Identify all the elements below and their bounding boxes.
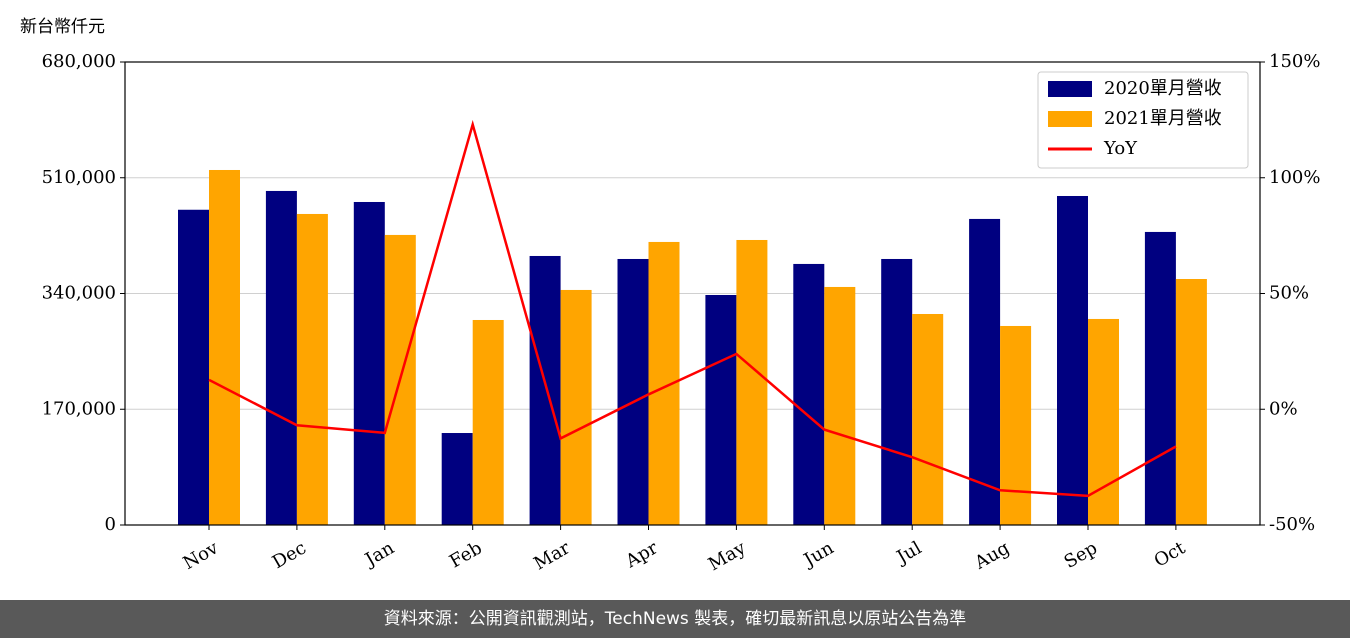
x-tick-label: May (705, 537, 750, 575)
x-tick-label: Apr (621, 537, 661, 572)
bar (353, 201, 385, 525)
legend-label: 2021單月營收 (1104, 108, 1222, 129)
bar (969, 218, 1001, 525)
bar (296, 213, 328, 525)
bar (178, 209, 209, 525)
footer: 資料來源：公開資訊觀測站，TechNews 製表，確切最新訊息以原站公告為準 (0, 600, 1350, 638)
x-tick-label: Jan (360, 537, 398, 571)
bar (705, 294, 737, 525)
x-tick-label: Dec (269, 537, 310, 573)
y-tick-label: 680,000 (42, 51, 116, 72)
bar (1175, 278, 1207, 525)
x-tick-label: Feb (446, 537, 486, 572)
y-tick-label: 0 (105, 514, 116, 535)
bar (1000, 325, 1032, 525)
y-axis-label: 新台幣仟元 (20, 17, 105, 37)
bar (736, 239, 768, 525)
legend-label: YoY (1103, 138, 1138, 159)
chart: 新台幣仟元 0 170,000 340,000 510,000 680,000 -50% 0… (20, 17, 1320, 575)
bar (617, 258, 649, 525)
bar (472, 319, 504, 525)
y2-tick-label: 0% (1269, 398, 1298, 419)
line (208, 119, 1177, 498)
bar (1088, 318, 1119, 525)
bar (912, 313, 944, 525)
y2-tick-label: -50% (1269, 514, 1315, 535)
y-tick-label: 340,000 (42, 283, 116, 304)
bar (560, 289, 592, 525)
x-tick-label: Mar (530, 537, 574, 574)
y2-tick-label: 50% (1269, 283, 1309, 304)
y-tick-label: 510,000 (42, 167, 116, 188)
x-tick-label: Jun (799, 537, 838, 572)
bar (209, 169, 240, 525)
bar (1057, 195, 1088, 525)
x-tick-label: Jul (892, 537, 926, 569)
x-tick-label: Aug (970, 537, 1013, 574)
y-tick-label: 170,000 (42, 398, 116, 419)
bar (1144, 231, 1176, 525)
bar (824, 286, 856, 525)
plot-frame (124, 61, 1261, 526)
bar (529, 255, 561, 525)
x-tick-label: Oct (1151, 537, 1190, 572)
bar (793, 263, 825, 525)
legend-label: 2020單月營收 (1104, 78, 1222, 99)
legend-swatch (1048, 81, 1092, 97)
bar (441, 433, 473, 525)
bar (265, 190, 297, 526)
x-tick-label: Sep (1061, 537, 1101, 572)
bar (881, 258, 913, 525)
y2-tick-label: 100% (1269, 167, 1320, 188)
y2-tick-label: 150% (1269, 51, 1320, 72)
legend-swatch (1048, 111, 1092, 127)
x-tick-label: Nov (180, 537, 223, 574)
